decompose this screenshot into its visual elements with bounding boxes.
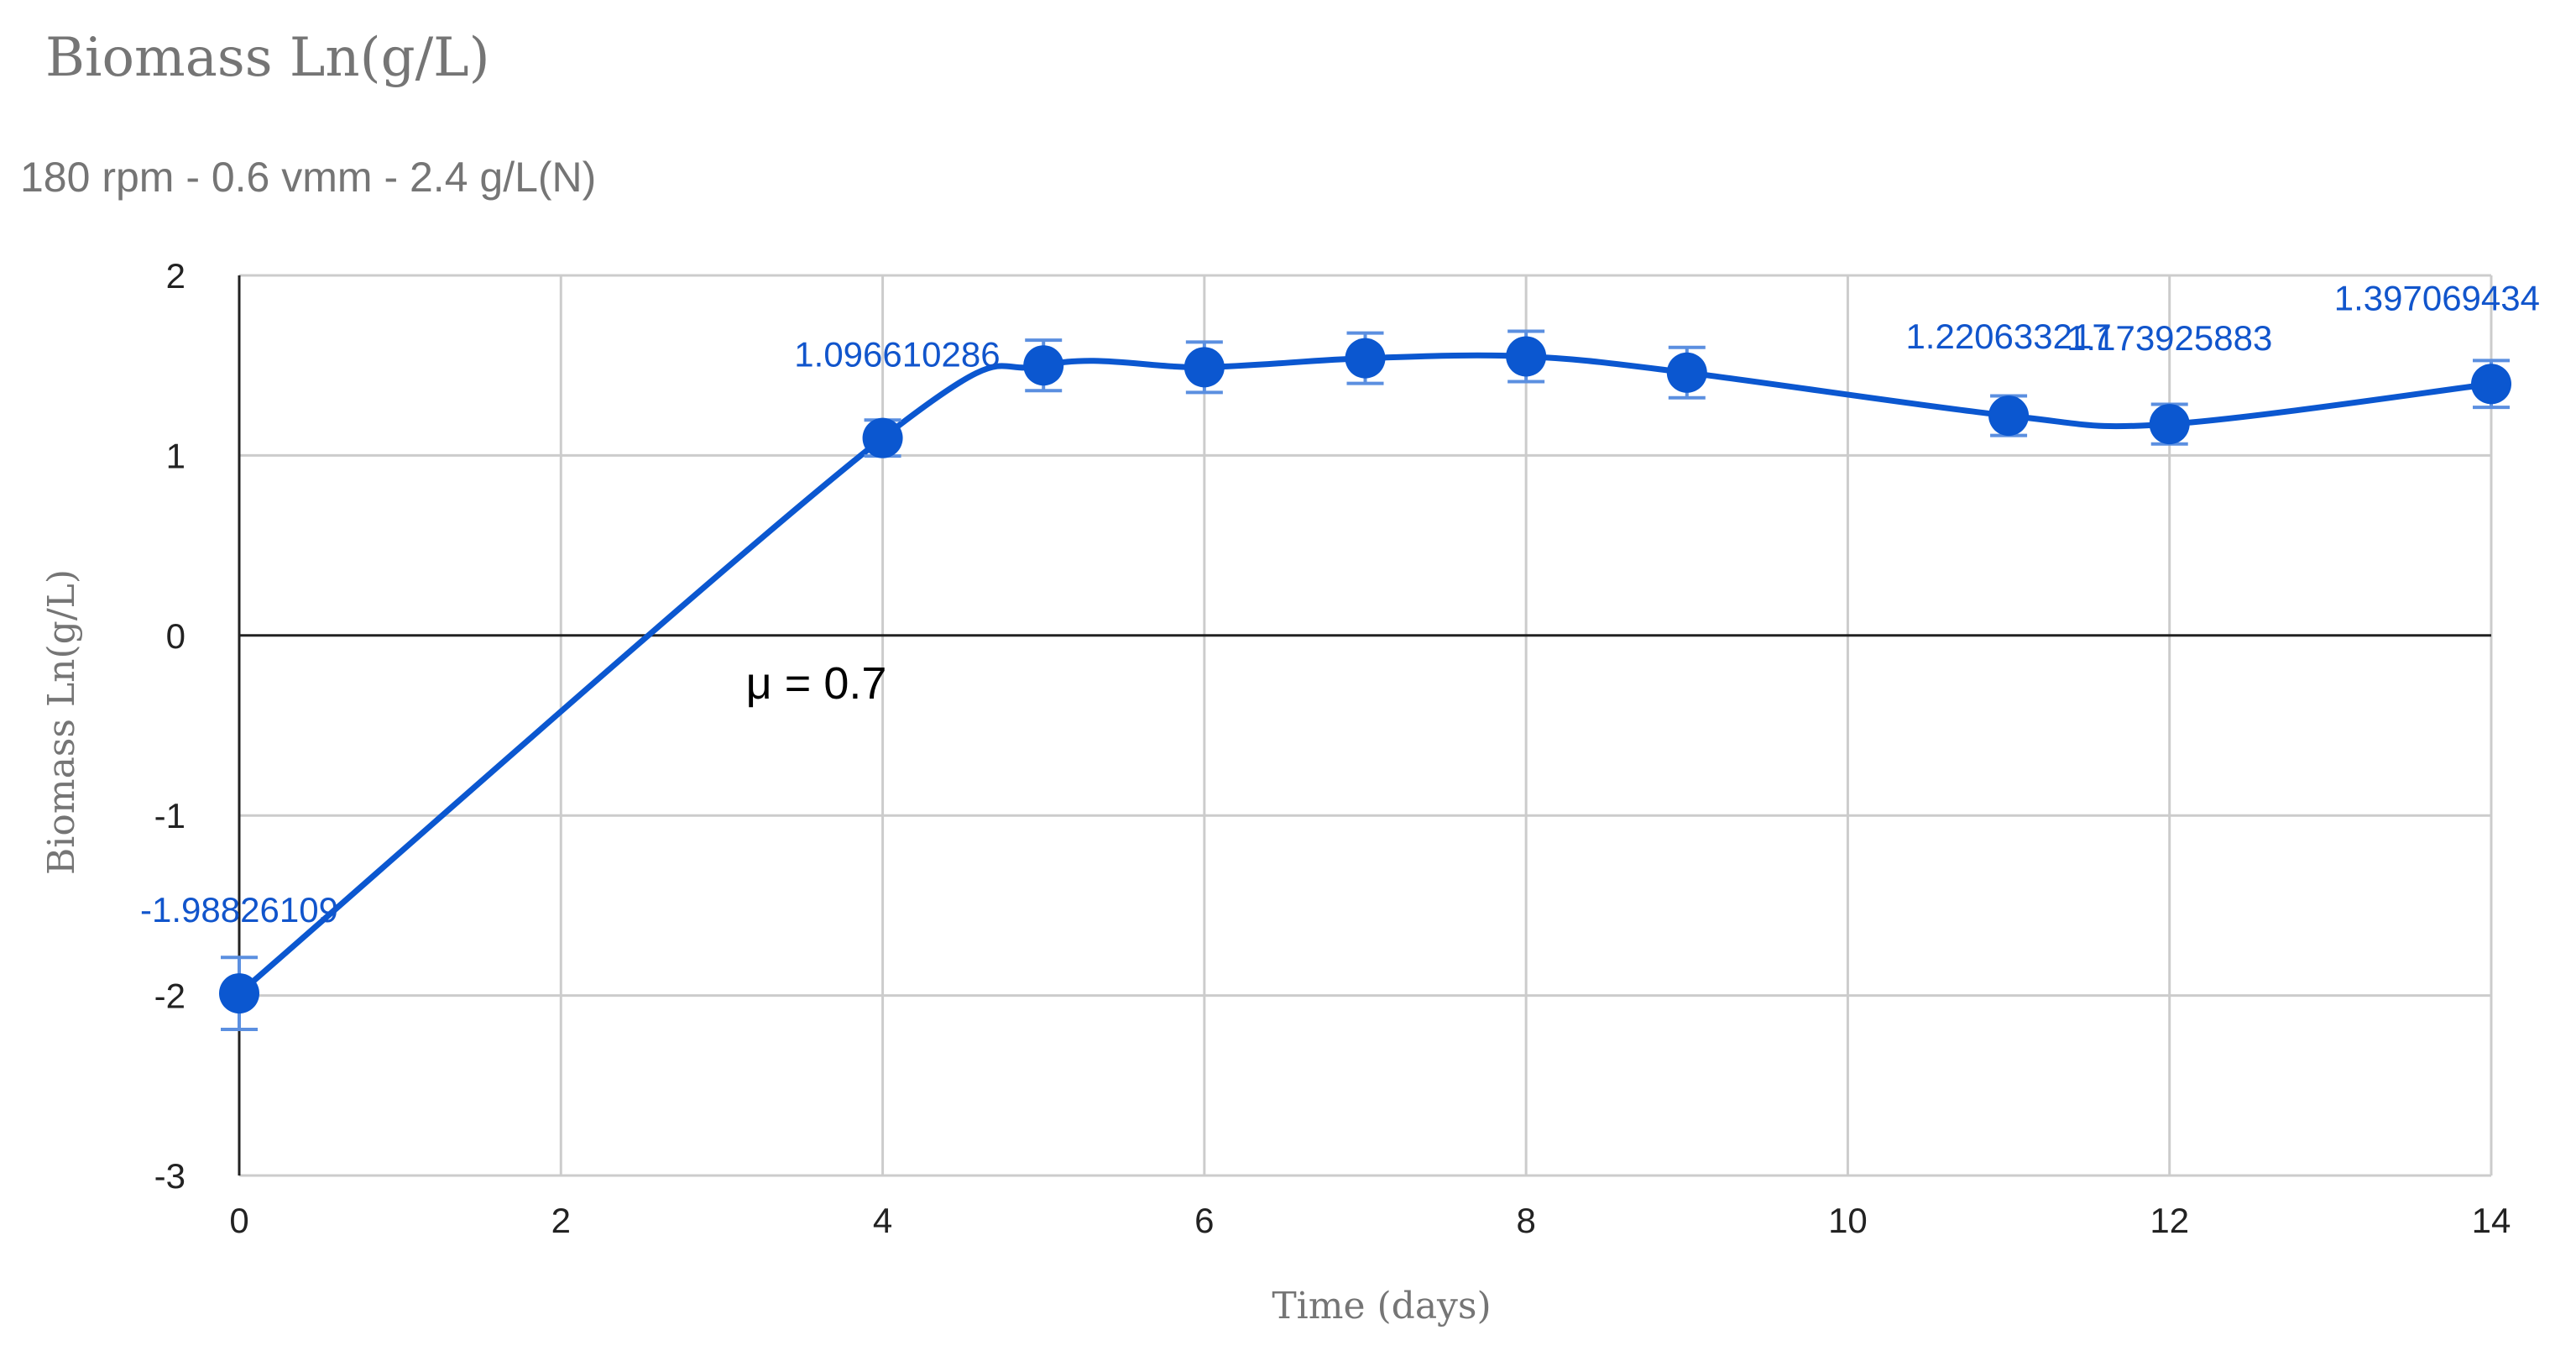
x-tick-label: 4: [873, 1201, 892, 1240]
y-tick-label: 0: [166, 616, 185, 656]
axes: [238, 275, 2491, 1176]
data-point: [1183, 347, 1225, 388]
data-point: [1506, 336, 1547, 377]
growth-rate-annotation: μ = 0.7: [746, 658, 887, 709]
series-biomass: [219, 329, 2511, 1031]
data-label: 1.220633217: [1905, 317, 2111, 356]
x-tick-label: 6: [1194, 1201, 1214, 1240]
x-tick-label: 0: [229, 1201, 248, 1240]
data-label: 1.397069434: [2334, 278, 2540, 317]
x-tick-label: 2: [551, 1201, 571, 1240]
chart-subtitle: 180 rpm - 0.6 vmm - 2.4 g/L(N): [20, 154, 596, 201]
data-label: 1.096610286: [794, 335, 1000, 374]
y-tick-label: 2: [166, 256, 185, 296]
data-point: [219, 973, 259, 1014]
x-tick-label: 14: [2472, 1201, 2511, 1240]
data-label: 1.173925883: [2067, 318, 2272, 358]
series-line: [237, 352, 2492, 996]
data-point: [1023, 345, 1064, 386]
y-axis-title: Biomass Ln(g/L): [40, 569, 83, 875]
data-labels: -1.98826109 1.096610286 1.2206332171.17392…: [140, 278, 2540, 929]
data-point: [2149, 404, 2190, 445]
x-axis-title: Time (days): [1272, 1285, 1491, 1327]
x-tick-label: 12: [2150, 1201, 2189, 1240]
data-label: -1.98826109: [140, 890, 338, 929]
data-point: [1666, 352, 1707, 393]
x-tick-label: 10: [1828, 1201, 1868, 1240]
data-point: [2471, 364, 2511, 405]
data-point: [862, 417, 903, 458]
gridlines: [239, 274, 2493, 1177]
chart-title: Biomass Ln(g/L): [45, 27, 490, 89]
y-tick-label: 1: [166, 436, 185, 475]
y-tick-label: -2: [154, 977, 185, 1016]
y-tick-label: -1: [154, 796, 185, 835]
x-tick-label: 8: [1516, 1201, 1535, 1240]
y-tick-label: -3: [154, 1156, 185, 1196]
data-point: [1988, 395, 2030, 437]
data-point: [1345, 338, 1386, 379]
